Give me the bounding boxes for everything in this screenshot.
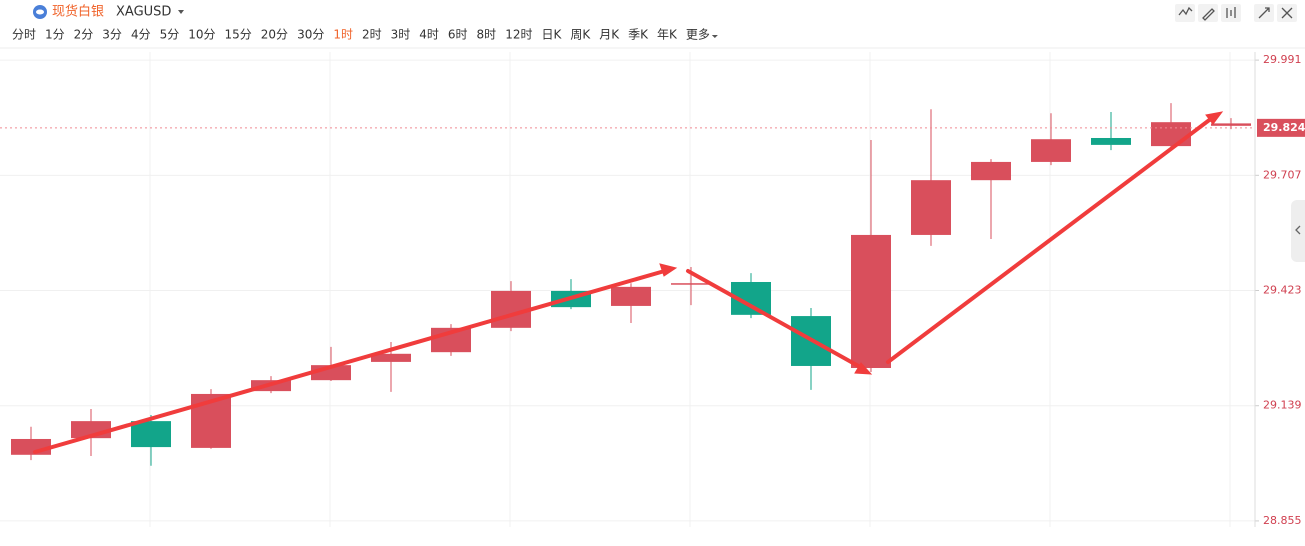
- arrow-head: [854, 362, 873, 375]
- period-tab[interactable]: 2分: [74, 28, 94, 42]
- period-tab[interactable]: 20分: [261, 28, 288, 42]
- tool-icon: [1178, 6, 1193, 16]
- candle-body: [1031, 139, 1071, 162]
- period-bar: 分时 1分 2分 3分 4分 5分 10分 15分 20分 30分 1时 2时 3时 4时 6时 8时 12时日…: [12, 28, 718, 42]
- period-tab[interactable]: 3时: [391, 28, 411, 42]
- annotation-arrows: [33, 111, 1224, 454]
- period-tab[interactable]: 日K: [541, 28, 562, 42]
- period-tab[interactable]: 月K: [599, 28, 620, 42]
- last-price-label: 29.824: [1263, 121, 1305, 134]
- tool-icon: [1281, 7, 1293, 19]
- period-tab[interactable]: 季K: [628, 28, 649, 42]
- candle-body: [611, 286, 651, 306]
- candle-body: [1211, 123, 1251, 126]
- period-tab[interactable]: 5分: [160, 28, 180, 42]
- period-tab[interactable]: 6时: [448, 28, 468, 42]
- toolbar: [1175, 4, 1297, 22]
- candle-body: [971, 161, 1011, 181]
- period-tab[interactable]: 更多: [686, 28, 710, 42]
- candle-body: [371, 353, 411, 362]
- period-tab[interactable]: 1时: [333, 28, 353, 42]
- candle-body: [911, 180, 951, 235]
- period-tab[interactable]: 年K: [657, 28, 678, 42]
- period-tab[interactable]: 15分: [225, 28, 252, 42]
- period-tab[interactable]: 周K: [570, 28, 591, 42]
- period-tab[interactable]: 4分: [131, 28, 151, 42]
- instrument-title[interactable]: 现货白银: [52, 4, 104, 20]
- candle-body: [1151, 122, 1191, 147]
- plot: [0, 103, 1255, 466]
- y-tick-label: 29.707: [1263, 168, 1302, 181]
- last-price-box: [1257, 118, 1305, 137]
- period-tab[interactable]: 3分: [102, 28, 122, 42]
- y-tick-label: 28.855: [1263, 514, 1302, 527]
- side-panel-toggle[interactable]: [1291, 200, 1305, 262]
- candle-body: [1091, 137, 1131, 145]
- period-tab[interactable]: 2时: [362, 28, 382, 42]
- tool-icon: [1226, 7, 1236, 18]
- candle-body: [671, 283, 711, 285]
- y-tick-label: 29.423: [1263, 284, 1302, 297]
- candle-body: [11, 438, 51, 455]
- period-tab[interactable]: 10分: [188, 28, 215, 42]
- toggle-icon: [1295, 225, 1301, 235]
- candle-body: [131, 421, 171, 448]
- arrow-head: [659, 263, 678, 277]
- dropdown-caret[interactable]: [178, 10, 184, 14]
- instrument-symbol[interactable]: XAGUSD: [116, 5, 171, 20]
- arrow-line: [33, 268, 670, 454]
- period-tab[interactable]: 8时: [477, 28, 497, 42]
- tool-icon: [1258, 7, 1270, 19]
- arrow-line: [886, 116, 1214, 364]
- y-tick-label: 29.991: [1263, 53, 1302, 66]
- tool-icon: [1202, 8, 1215, 21]
- period-tab[interactable]: 1分: [45, 28, 65, 42]
- period-tab[interactable]: 12时: [505, 28, 532, 42]
- period-tab[interactable]: 4时: [419, 28, 439, 42]
- arrow-line: [686, 269, 864, 370]
- more-caret[interactable]: [711, 35, 718, 38]
- period-tab[interactable]: 30分: [297, 28, 324, 42]
- period-tab[interactable]: 分时: [12, 28, 36, 42]
- y-tick-label: 29.139: [1263, 399, 1302, 412]
- arrow-head: [1205, 111, 1224, 125]
- symbol-icon-mark: [36, 9, 44, 15]
- candle-body: [851, 234, 891, 368]
